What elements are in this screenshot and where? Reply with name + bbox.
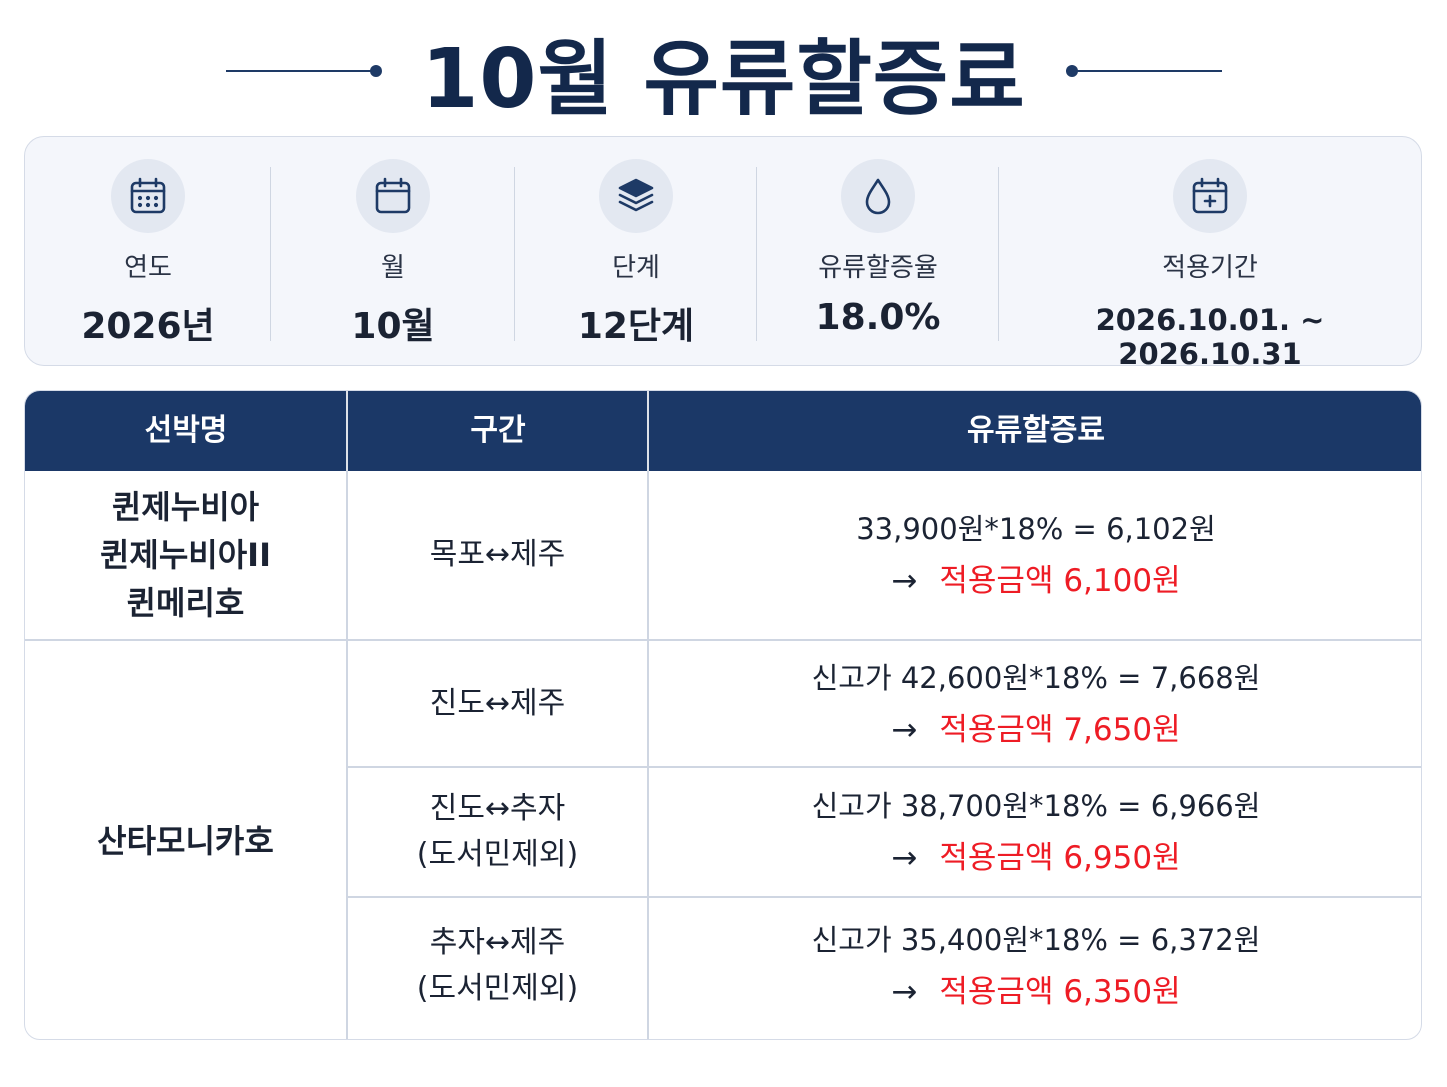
applied-amount: 적용금액 6,100원: [939, 563, 1181, 599]
applied-amount: 적용금액 6,350원: [939, 974, 1181, 1010]
header-ship: 선박명: [144, 413, 228, 448]
route-note: (도서민제외): [416, 971, 579, 1006]
route-cell: 진도↔제주: [348, 641, 647, 766]
arrow-icon: →: [891, 840, 918, 876]
info-label: 단계: [612, 253, 660, 283]
ship-name: 퀸메리호: [126, 584, 245, 622]
table-header: 선박명 구간 유류할증료: [25, 391, 1421, 471]
route-name: 목포↔제주: [429, 537, 566, 572]
title-decor-dot-left: [370, 65, 382, 77]
calendar-plus-icon: [1173, 159, 1247, 233]
route-name: 추자↔제주: [429, 925, 566, 960]
page-title: 10월 유류할증료: [421, 32, 1026, 127]
info-label: 적용기간: [1162, 253, 1258, 283]
route-cell: 추자↔제주 (도서민제외): [348, 898, 647, 1034]
title-decor-line-right: [1074, 70, 1222, 72]
applied-amount: 적용금액 6,950원: [939, 840, 1181, 876]
title-decor-dot-right: [1066, 65, 1078, 77]
info-value: 18.0%: [815, 297, 941, 338]
divider: [998, 167, 999, 341]
applied-amount-row: → 적용금액 6,350원: [891, 966, 1180, 1018]
applied-amount-row: → 적용금액 7,650원: [891, 704, 1180, 756]
info-label: 월: [381, 253, 405, 283]
arrow-icon: →: [891, 974, 918, 1010]
ship-name: 산타모니카호: [97, 822, 274, 860]
header-divider: [346, 391, 348, 471]
header-divider: [647, 391, 649, 471]
row-divider: [25, 639, 1421, 641]
ship-name-cell: 산타모니카호: [25, 641, 346, 1039]
ship-name: 퀸제누비아II: [99, 536, 271, 574]
info-month: 월 10월: [271, 137, 515, 367]
route-cell: 진도↔추자 (도서민제외): [348, 768, 647, 896]
surcharge-cell: 신고가 38,700원*18% = 6,966원 → 적용금액 6,950원: [649, 768, 1421, 896]
surcharge-cell: 33,900원*18% = 6,102원 → 적용금액 6,100원: [649, 471, 1421, 639]
column-divider: [346, 471, 348, 1039]
surcharge-cell: 신고가 42,600원*18% = 7,668원 → 적용금액 7,650원: [649, 641, 1421, 766]
column-divider: [647, 471, 649, 1039]
info-label: 유류할증율: [818, 253, 938, 283]
route-name: 진도↔추자: [429, 791, 566, 826]
arrow-icon: →: [891, 711, 918, 748]
divider: [514, 167, 515, 341]
info-label: 연도: [124, 253, 172, 283]
divider: [756, 167, 757, 341]
info-rate: 유류할증율 18.0%: [757, 137, 999, 367]
row-divider: [347, 766, 1421, 768]
header-surcharge: 유류할증료: [967, 413, 1105, 448]
title-decor-line-left: [226, 70, 376, 72]
info-value: 2026.10.01. ~ 2026.10.31: [1095, 303, 1325, 371]
row-divider: [347, 896, 1421, 898]
surcharge-table: 선박명 구간 유류할증료 퀸제누비아 퀸제누비아II 퀸메리호 목포↔제주 33…: [24, 390, 1422, 1040]
route-note: (도서민제외): [416, 837, 579, 872]
info-value: 10월: [351, 306, 435, 347]
info-summary-card: 연도 2026년 월 10월 단계 12단계: [24, 136, 1422, 371]
calendar-icon: [356, 159, 430, 233]
info-value: 12단계: [577, 306, 695, 347]
info-value: 2026년: [81, 306, 215, 347]
surcharge-cell: 신고가 35,400원*18% = 6,372원 → 적용금액 6,350원: [649, 898, 1421, 1034]
route-cell: 목포↔제주: [348, 471, 647, 639]
ship-name-cell: 퀸제누비아 퀸제누비아II 퀸메리호: [25, 471, 346, 639]
header-route: 구간: [470, 413, 526, 448]
info-period: 적용기간 2026.10.01. ~ 2026.10.31: [999, 137, 1421, 371]
calendar-dots-icon: [111, 159, 185, 233]
droplet-icon: [841, 159, 915, 233]
surcharge-formula: 신고가 35,400원*18% = 6,372원: [811, 923, 1261, 957]
surcharge-formula: 신고가 42,600원*18% = 7,668원: [811, 660, 1261, 695]
applied-amount-row: → 적용금액 6,100원: [891, 555, 1180, 607]
divider: [270, 167, 271, 341]
applied-amount: 적용금액 7,650원: [939, 711, 1181, 748]
surcharge-formula: 33,900원*18% = 6,102원: [856, 512, 1216, 546]
ship-name: 퀸제누비아: [111, 488, 260, 526]
arrow-icon: →: [891, 563, 918, 599]
surcharge-formula: 신고가 38,700원*18% = 6,966원: [811, 789, 1261, 823]
route-name: 진도↔제주: [429, 685, 566, 721]
info-stage: 단계 12단계: [515, 137, 757, 367]
applied-amount-row: → 적용금액 6,950원: [891, 832, 1180, 884]
layers-icon: [599, 159, 673, 233]
info-year: 연도 2026년: [25, 137, 271, 367]
